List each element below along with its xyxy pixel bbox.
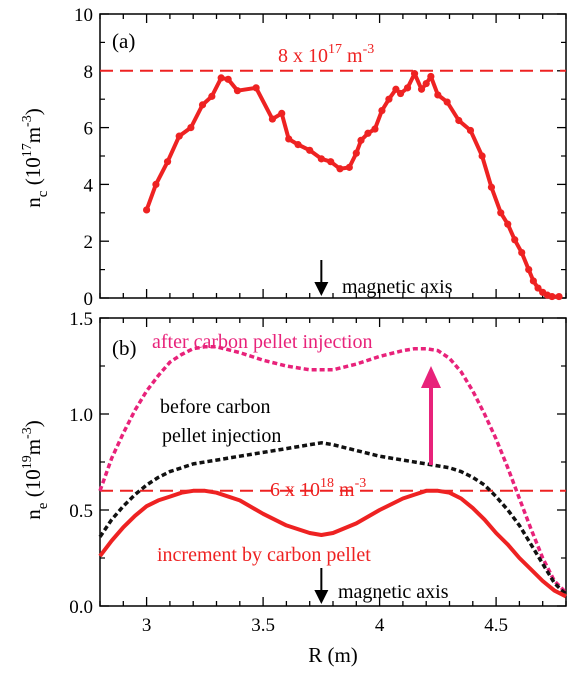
data-point	[217, 74, 225, 82]
y-tick-label: 8	[84, 62, 94, 83]
data-point	[555, 292, 563, 301]
series-line-3	[98, 488, 567, 599]
data-point	[534, 284, 542, 292]
data-point	[392, 85, 400, 93]
data-point	[143, 206, 151, 214]
panel-b-ref-label: 6 x 1018 m-3	[270, 476, 366, 501]
data-point	[422, 79, 430, 88]
panel-a-ref-label: 8 x 1017 m-3	[278, 42, 374, 67]
x-tick-label: 4.5	[484, 615, 508, 636]
x-tick-label: 4	[375, 615, 385, 636]
label-before-injection-line2: pellet injection	[162, 425, 281, 447]
data-point	[198, 101, 207, 109]
data-point	[518, 248, 526, 257]
data-point	[327, 158, 335, 166]
arrow-head	[314, 282, 329, 296]
panel-a-points	[143, 70, 563, 301]
y-tick-label: 0.5	[69, 501, 93, 522]
data-point	[278, 109, 286, 117]
panel-a: 0 2 4 6 8 10 (a) 8 x 1017 m-3 magnetic axis n…	[20, 5, 567, 310]
data-point	[285, 135, 293, 143]
increase-arrow-head	[421, 366, 441, 388]
panel-b-y-tick-labels: 0.0 0.5 1.0 1.5	[69, 309, 93, 618]
series-line-1	[144, 71, 559, 299]
panel-a-y-tick-labels: 0 2 4 6 8 10	[74, 5, 94, 310]
data-point	[187, 124, 195, 132]
data-point	[525, 266, 533, 274]
data-point	[443, 98, 451, 106]
panel-a-label: (a)	[112, 29, 135, 53]
data-point	[352, 149, 360, 157]
data-point	[504, 220, 512, 228]
data-point	[378, 106, 386, 115]
panel-b-label: (b)	[112, 336, 137, 360]
data-point	[268, 115, 277, 123]
data-point	[175, 132, 183, 140]
y-tick-label: 0	[84, 289, 94, 310]
data-point	[233, 87, 242, 95]
data-point	[371, 125, 379, 133]
data-point	[294, 141, 302, 149]
data-point	[487, 183, 496, 191]
data-point	[434, 91, 442, 99]
panel-a-magnetic-axis-label: magnetic axis	[342, 276, 453, 298]
data-point	[208, 92, 216, 100]
data-point	[478, 152, 486, 160]
data-point	[529, 277, 537, 285]
data-point	[224, 75, 232, 83]
label-after-injection: after carbon pellet injection	[152, 331, 372, 353]
panel-a-ticks	[99, 13, 567, 299]
panel-b-x-tick-labels: 3 3.5 4 4.5	[142, 615, 508, 636]
data-point	[357, 136, 365, 144]
panel-b-ticks	[99, 317, 567, 607]
y-tick-label: 0.0	[69, 597, 93, 618]
magnetic-axis-arrow-a	[314, 260, 329, 296]
panel-b-series	[98, 345, 568, 599]
data-point	[497, 209, 505, 217]
data-point	[548, 292, 556, 301]
label-increment: increment by carbon pellet	[157, 544, 371, 566]
panel-a-y-axis-label: nc (1017m-3)	[20, 108, 51, 207]
data-point	[385, 95, 393, 103]
panel-b: 0.0 0.5 1.0 1.5 3 3.5 4 4.5 (b) after carbon p…	[20, 309, 568, 667]
data-point	[427, 72, 435, 81]
data-point	[345, 163, 353, 171]
y-tick-label: 4	[84, 175, 94, 196]
panel-a-series	[144, 71, 559, 299]
data-point	[163, 158, 172, 166]
increase-arrow	[421, 366, 441, 465]
data-point	[306, 146, 314, 154]
magnetic-axis-arrow-b	[314, 568, 329, 604]
x-axis-label: R (m)	[308, 643, 358, 667]
data-point	[396, 89, 405, 98]
data-point	[455, 116, 463, 125]
label-before-injection-line1: before carbon	[160, 396, 271, 418]
y-tick-label: 10	[74, 5, 93, 26]
arrow-head	[314, 590, 329, 604]
y-tick-label: 2	[84, 232, 94, 253]
data-point	[336, 165, 344, 173]
x-tick-label: 3	[142, 615, 152, 636]
series-line-1	[98, 345, 568, 594]
panel-b-y-axis-label: ne (1019m-3)	[20, 420, 51, 519]
panel-b-magnetic-axis-label: magnetic axis	[338, 581, 449, 603]
data-point	[403, 84, 412, 92]
y-tick-label: 1.0	[69, 405, 93, 426]
y-tick-label: 1.5	[69, 309, 93, 330]
data-point	[466, 126, 475, 135]
data-point	[511, 236, 519, 244]
data-point	[417, 85, 426, 93]
data-point	[364, 129, 372, 137]
series-line-2	[98, 441, 568, 596]
y-tick-label: 6	[84, 119, 94, 140]
x-tick-label: 3.5	[251, 615, 275, 636]
data-point	[317, 155, 325, 163]
data-point	[152, 180, 160, 188]
data-point	[410, 70, 419, 78]
data-point	[252, 84, 260, 92]
